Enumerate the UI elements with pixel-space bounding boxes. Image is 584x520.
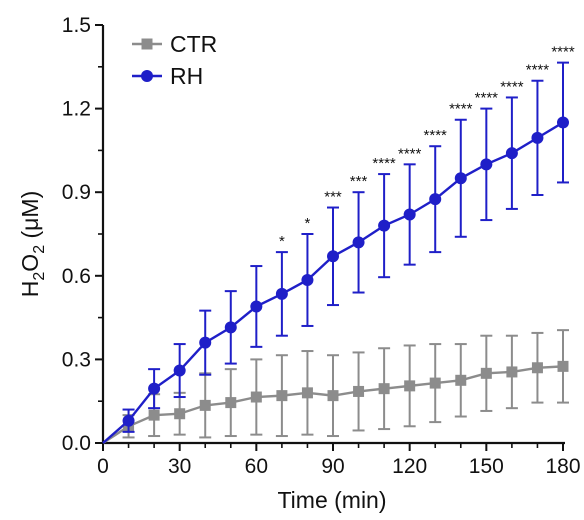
legend-marker [141, 38, 153, 50]
significance-label: **** [475, 90, 499, 107]
significance-label: * [279, 233, 285, 250]
significance-layer: **************************************** [279, 44, 575, 250]
significance-label: *** [350, 173, 368, 190]
x-tick-label: 30 [168, 455, 191, 478]
x-tick-label: 120 [392, 455, 427, 478]
legend-marker [141, 70, 153, 82]
significance-label: **** [526, 62, 550, 79]
data-point [505, 147, 518, 160]
data-point [224, 321, 237, 334]
data-point [429, 377, 441, 389]
series-rh [102, 61, 569, 444]
x-tick-label: 150 [469, 455, 504, 478]
data-point [404, 380, 416, 392]
legend-label: CTR [170, 31, 217, 57]
y-axis-title-part: H [17, 281, 43, 298]
data-point [122, 414, 135, 427]
y-axis-title-part: (μM) [17, 191, 43, 245]
data-point [148, 382, 161, 395]
data-point [275, 287, 288, 300]
data-point [378, 383, 390, 395]
data-point [455, 374, 467, 386]
data-point [480, 158, 493, 171]
series-layer [102, 61, 569, 445]
data-point [480, 367, 492, 379]
data-point [199, 336, 212, 349]
significance-label: **** [500, 78, 524, 95]
data-point [429, 193, 442, 206]
data-point [353, 385, 365, 397]
y-axis-title: H2O2 (μM) [17, 191, 48, 297]
data-point [276, 390, 288, 402]
y-tick-label: 0.3 [62, 348, 91, 371]
significance-label: *** [324, 189, 342, 206]
legend-item: CTR [132, 31, 217, 57]
significance-label: **** [398, 145, 422, 162]
data-point [557, 360, 569, 372]
x-tick-label: 90 [321, 455, 344, 478]
x-axis-title: Time (min) [277, 487, 386, 513]
y-tick-label: 0.6 [62, 265, 91, 288]
data-point [327, 390, 339, 402]
y-tick-label: 1.2 [62, 98, 91, 121]
data-point [327, 250, 339, 263]
data-point [173, 364, 186, 377]
y-axis-title-part: O [17, 254, 43, 272]
x-tick-label: 180 [545, 455, 580, 478]
y-axis-title-subscript: 2 [31, 272, 48, 281]
axes: 0 30 60 90 120 150 180 0.0 0.3 0.6 0.9 1.2 1.5 [62, 14, 581, 478]
significance-label: **** [424, 127, 448, 144]
data-point [199, 399, 211, 411]
data-point [148, 409, 160, 421]
data-point [301, 273, 314, 286]
series-ctr [102, 329, 569, 445]
y-tick-label: 0.9 [62, 181, 91, 204]
data-point [531, 362, 543, 374]
data-point [174, 408, 186, 420]
data-point [531, 131, 544, 144]
significance-label: **** [449, 101, 473, 118]
data-point [250, 300, 263, 313]
y-tick-label: 1.5 [62, 14, 91, 37]
y-tick-label: 0.0 [62, 432, 91, 455]
x-tick-label: 0 [97, 455, 109, 478]
legend-item: RH [132, 63, 203, 89]
data-point [352, 236, 365, 249]
legend-label: RH [170, 63, 203, 89]
significance-label: **** [551, 44, 575, 61]
significance-label: **** [372, 155, 396, 172]
data-point [557, 116, 569, 129]
significance-label: * [305, 215, 311, 232]
data-point [403, 208, 416, 221]
data-point [301, 387, 313, 399]
data-point [506, 366, 518, 378]
data-point [454, 172, 467, 185]
data-point [378, 219, 391, 232]
data-point [250, 391, 262, 403]
legend: CTR RH [132, 31, 217, 89]
x-tick-label: 60 [245, 455, 268, 478]
y-axis-title-subscript: 2 [31, 245, 48, 254]
data-point [225, 397, 237, 409]
